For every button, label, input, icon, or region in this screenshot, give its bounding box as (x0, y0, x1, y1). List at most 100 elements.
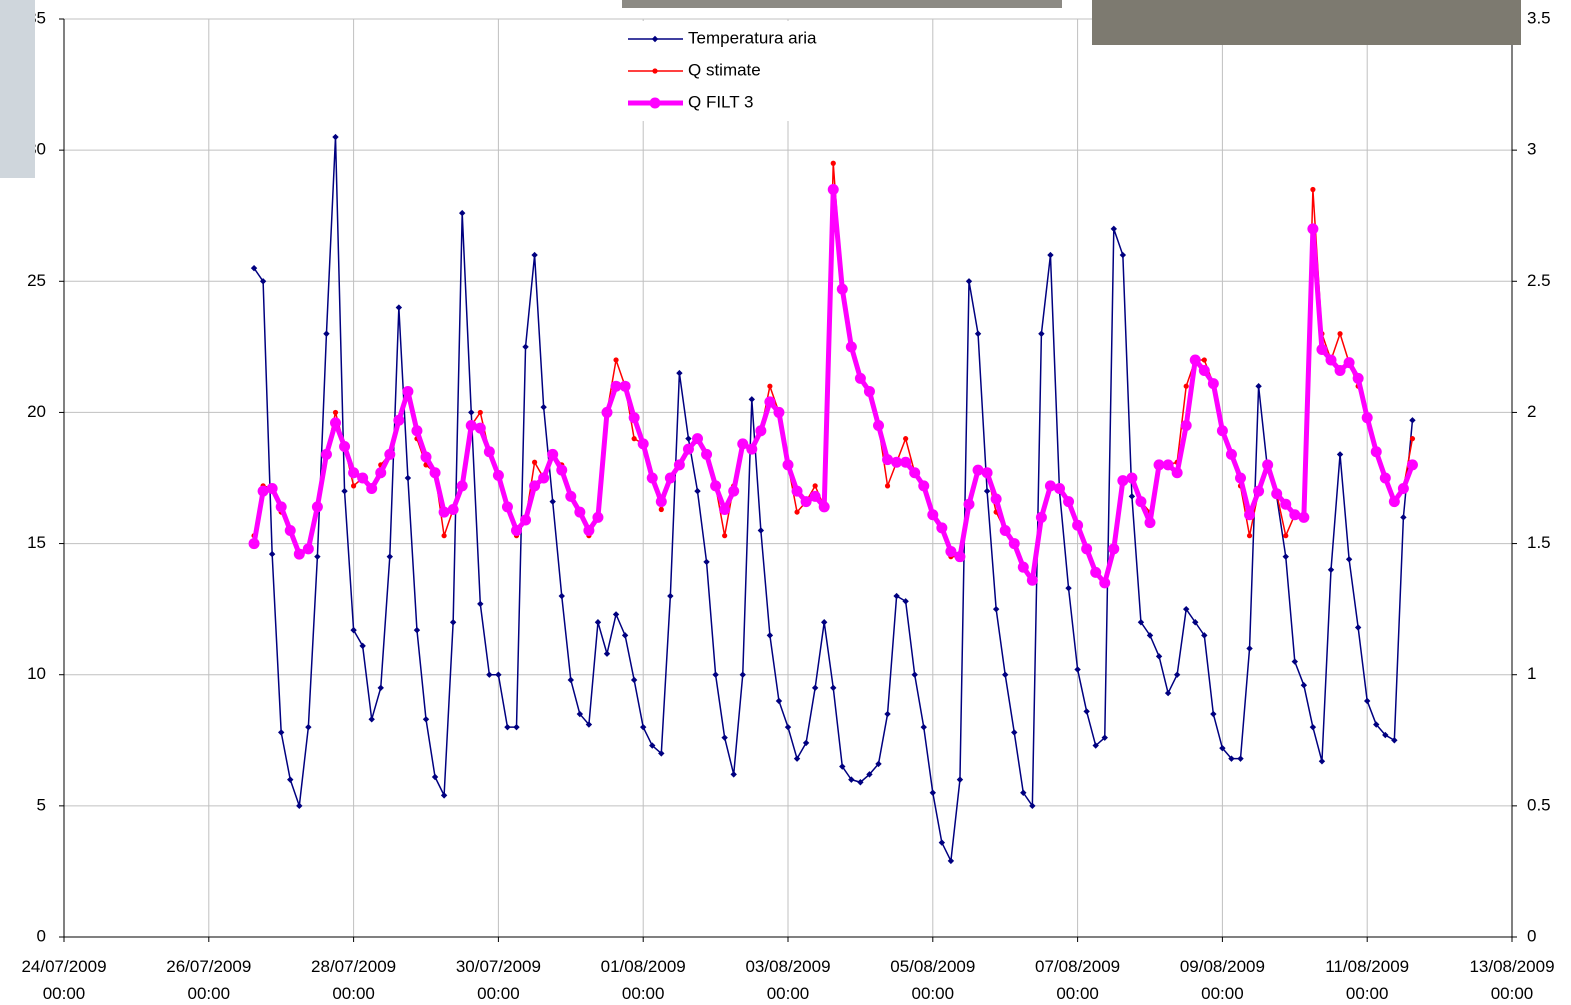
marker (1283, 533, 1288, 538)
marker (1235, 473, 1246, 484)
marker (1002, 672, 1008, 678)
marker (604, 651, 610, 657)
marker (1246, 645, 1252, 651)
marker (287, 776, 293, 782)
marker (993, 606, 999, 612)
marker (1380, 473, 1391, 484)
marker (746, 444, 757, 455)
marker (884, 711, 890, 717)
marker (1190, 354, 1201, 365)
y2-tick-label: 1.5 (1527, 533, 1551, 552)
marker (900, 457, 911, 468)
marker (1184, 384, 1189, 389)
marker (1355, 624, 1361, 630)
x-tick-label: 28/07/200900:00 (311, 957, 396, 1003)
marker (1108, 543, 1119, 554)
marker (457, 480, 468, 491)
marker (529, 480, 540, 491)
marker (1181, 420, 1192, 431)
marker (1364, 698, 1370, 704)
marker (305, 724, 311, 730)
marker (341, 488, 347, 494)
marker (903, 436, 908, 441)
marker (794, 509, 799, 514)
marker (359, 643, 365, 649)
marker (613, 357, 618, 362)
marker (366, 483, 377, 494)
marker (930, 790, 936, 796)
marker (613, 611, 619, 617)
marker (583, 525, 594, 536)
marker (314, 553, 320, 559)
marker (504, 724, 510, 730)
marker (511, 525, 522, 536)
marker (1120, 252, 1126, 258)
marker (885, 483, 890, 488)
marker (1262, 459, 1273, 470)
marker (1307, 223, 1318, 234)
marker (1038, 331, 1044, 337)
marker (1255, 383, 1261, 389)
marker (622, 632, 628, 638)
marker (846, 341, 857, 352)
marker (676, 370, 682, 376)
marker (712, 672, 718, 678)
x-tick-label: 30/07/200900:00 (456, 957, 541, 1003)
marker (813, 483, 818, 488)
marker (520, 514, 531, 525)
marker (432, 774, 438, 780)
y2-tick-label: 0.5 (1527, 795, 1551, 814)
marker (873, 420, 884, 431)
marker (1353, 373, 1364, 384)
marker (803, 740, 809, 746)
marker (921, 724, 927, 730)
marker (1292, 658, 1298, 664)
marker (650, 98, 661, 109)
marker (719, 504, 730, 515)
plot-area (249, 134, 1418, 864)
marker (330, 417, 341, 428)
marker (694, 488, 700, 494)
marker (1398, 483, 1409, 494)
marker (450, 619, 456, 625)
marker (837, 284, 848, 295)
y2-tick-label: 2.5 (1527, 271, 1551, 290)
marker (773, 407, 784, 418)
legend-label: Temperatura aria (688, 28, 817, 47)
marker (665, 473, 676, 484)
marker (1301, 682, 1307, 688)
marker (269, 551, 275, 557)
marker (1362, 412, 1373, 423)
marker (1126, 473, 1137, 484)
marker (783, 459, 794, 470)
marker (728, 486, 739, 497)
marker (629, 412, 640, 423)
marker (538, 473, 549, 484)
marker (249, 538, 260, 549)
marker (821, 619, 827, 625)
marker (776, 698, 782, 704)
marker (701, 449, 712, 460)
marker (513, 724, 519, 730)
photo (1092, 0, 1521, 45)
y-tick-label: 25 (27, 271, 46, 290)
marker (459, 210, 465, 216)
marker (1409, 417, 1415, 423)
marker (1090, 567, 1101, 578)
marker (1346, 556, 1352, 562)
legend-label: Q FILT 3 (688, 92, 754, 111)
marker (794, 755, 800, 761)
marker (828, 184, 839, 195)
marker (502, 501, 513, 512)
y-tick-label: 0 (37, 926, 46, 945)
marker (1054, 483, 1065, 494)
y2-tick-label: 3.5 (1527, 8, 1551, 27)
marker (966, 278, 972, 284)
marker (1111, 226, 1117, 232)
marker (749, 396, 755, 402)
marker (278, 729, 284, 735)
y-tick-label: 20 (27, 402, 46, 421)
marker (1391, 737, 1397, 743)
marker (1036, 512, 1047, 523)
marker (1244, 509, 1255, 520)
